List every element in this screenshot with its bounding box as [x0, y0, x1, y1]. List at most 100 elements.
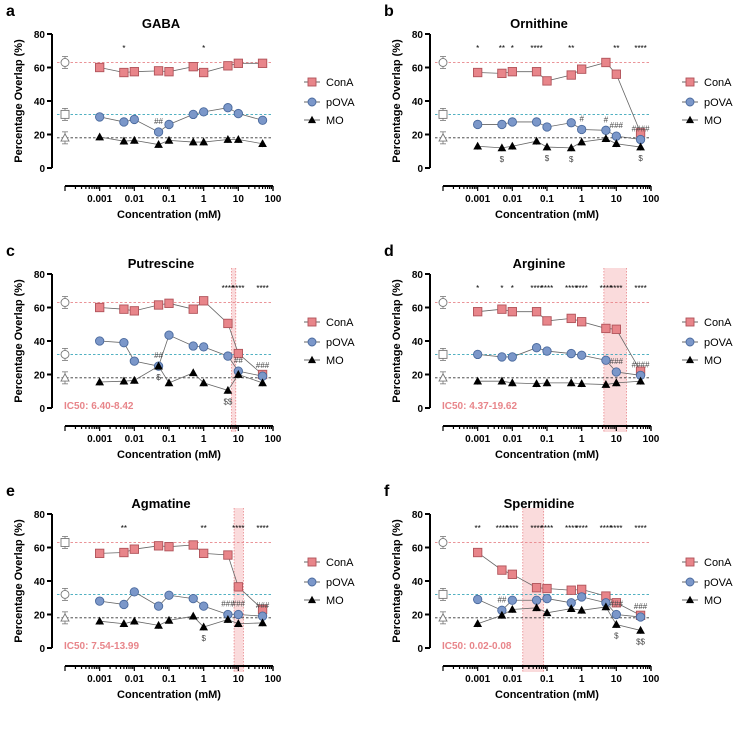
panel-f: f Spermidine IC50: 0.02-0.08 0 20 40 60 80 Perce… [384, 483, 733, 701]
significance-pova: ### [232, 600, 246, 609]
x-axis-label: Concentration (mM) [495, 689, 599, 701]
legend-marker-mo [307, 115, 317, 124]
x-tick-label: 0.1 [540, 674, 554, 685]
x-tick-label: 10 [611, 194, 623, 205]
significance-cona: **** [541, 284, 553, 293]
y-tick-label: 20 [412, 131, 424, 142]
data-point-mo [497, 610, 507, 619]
legend-marker-pova [685, 97, 695, 107]
data-point-cona [507, 307, 517, 317]
data-point-mo [601, 602, 611, 611]
control-marker-cona [60, 538, 70, 547]
ic50-label: IC50: 0.02-0.08 [442, 641, 512, 652]
data-point-mo [258, 378, 267, 387]
series-line-pova [477, 347, 641, 376]
data-point-pova [507, 352, 517, 362]
data-point-pova [577, 350, 587, 360]
data-point-cona [188, 540, 198, 550]
legend-marker-mo [685, 595, 695, 604]
data-point-mo [129, 616, 139, 625]
data-point-cona [95, 548, 105, 559]
data-point-mo [164, 135, 174, 144]
legend-marker-cona [307, 317, 317, 327]
data-point-mo [95, 377, 105, 386]
chart-title: Ornithine [510, 16, 568, 31]
legend-marker-pova [685, 577, 695, 587]
significance-pova: #### [632, 125, 650, 134]
legend-label-pova: pOVA [704, 97, 733, 109]
data-point-cona [473, 67, 483, 78]
data-point-mo [473, 376, 483, 385]
data-point-cona [497, 68, 507, 79]
series-line-cona [477, 62, 641, 133]
data-point-mo [129, 375, 139, 384]
data-point-mo [223, 614, 233, 623]
significance-mo: $ [500, 155, 505, 164]
data-point-pova [507, 117, 517, 127]
data-point-cona [611, 69, 621, 79]
data-point-pova [577, 124, 587, 135]
data-point-cona [223, 550, 233, 560]
data-point-pova [119, 599, 129, 610]
x-tick-label: 0.001 [465, 434, 490, 445]
control-marker-pova [60, 109, 70, 119]
series-line-mo [99, 365, 263, 391]
data-point-cona [153, 541, 164, 551]
data-point-cona [611, 324, 621, 334]
data-point-cona [601, 57, 611, 68]
ic50-band [231, 268, 236, 432]
data-point-pova [188, 109, 198, 120]
data-point-pova [566, 348, 576, 359]
significance-cona: ** [499, 44, 505, 53]
data-point-cona [129, 67, 139, 77]
y-axis-label: Percentage Overlap (%) [391, 39, 403, 163]
y-tick-label: 60 [34, 544, 46, 555]
data-point-cona [119, 304, 129, 314]
series-line-pova [99, 591, 263, 617]
data-point-cona [531, 583, 542, 593]
panel-a: a GABA 0 20 40 60 80 Percentage Overlap (%) 0.00… [6, 3, 355, 221]
legend-label-mo: MO [326, 595, 344, 607]
significance-pova: # [604, 115, 609, 124]
x-tick-label: 0.1 [162, 194, 176, 205]
data-point-pova [531, 117, 542, 127]
significance-cona: ** [121, 524, 127, 533]
data-point-cona [473, 307, 483, 317]
data-point-mo [95, 616, 105, 625]
panel-d: d Arginine IC50: 4.37-19.62 0 20 40 60 80 Percen… [384, 243, 733, 461]
x-tick-label: 10 [611, 674, 623, 685]
data-point-cona [566, 70, 576, 80]
data-point-mo [188, 137, 198, 146]
significance-cona: * [476, 44, 479, 53]
data-point-mo [129, 135, 139, 144]
data-point-pova [611, 131, 621, 141]
significance-cona: ** [568, 44, 574, 53]
y-axis-label: Percentage Overlap (%) [13, 519, 25, 643]
data-point-mo [233, 134, 243, 143]
data-point-pova [129, 587, 139, 597]
significance-cona: * [500, 284, 503, 293]
y-tick-label: 20 [34, 131, 46, 142]
data-point-cona [129, 544, 139, 554]
data-point-cona [497, 304, 507, 314]
data-point-mo [188, 611, 198, 620]
y-tick-label: 40 [412, 577, 424, 588]
data-point-mo [119, 136, 129, 145]
significance-pova: ### [256, 361, 270, 370]
data-point-pova [164, 330, 174, 340]
data-point-mo [164, 615, 174, 624]
data-point-pova [473, 594, 483, 605]
significance-mo: $$ [636, 637, 645, 646]
series-line-cona [99, 62, 263, 73]
data-point-cona [233, 348, 243, 359]
panel-label: c [6, 243, 15, 260]
control-marker-cona [438, 58, 448, 67]
x-tick-label: 1 [201, 434, 207, 445]
x-tick-label: 0.001 [87, 674, 112, 685]
legend-marker-mo [307, 355, 317, 364]
data-point-pova [577, 592, 587, 602]
data-point-mo [507, 378, 517, 387]
data-point-mo [577, 379, 587, 388]
data-point-pova [95, 596, 105, 606]
significance-pova: ### [221, 600, 235, 609]
